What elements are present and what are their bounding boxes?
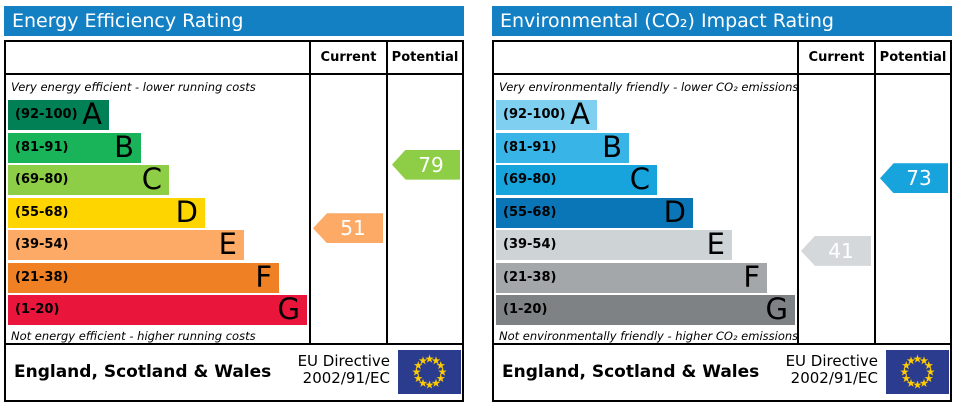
current-rating-arrow: 51 [313,213,383,244]
band-grade: D [175,195,198,229]
band-grade: C [629,162,650,196]
band-row-b: (81-91) B [496,130,629,164]
header-row-border [494,73,950,75]
eu-directive-line2: 2002/91/EC [790,369,878,387]
column-divider [309,42,311,343]
potential-column-header: Potential [391,50,459,65]
band-row-e: (39-54) E [8,227,244,261]
eu-flag-icon [398,350,461,394]
band-grade: A [570,97,590,131]
rating-table: Current Potential Very energy efficient … [4,40,464,402]
band-grade: E [218,227,237,261]
column-divider [386,42,388,343]
potential-rating-arrow: 73 [880,163,948,194]
current-rating-arrow: 41 [801,235,871,266]
band-grade: E [706,227,725,261]
band-row-f: (21-38) F [8,260,279,294]
eu-flag-icon [886,350,949,394]
column-divider [797,42,799,343]
band-range: (1-20) [503,302,548,317]
panel-title: Energy Efficiency Rating [4,6,464,36]
bottom-caption: Not energy efficient - higher running co… [11,329,256,343]
potential-rating-arrow: 79 [392,149,460,180]
band-range: (92-100) [503,107,566,122]
band-grade: F [255,260,272,294]
band-grade: A [82,97,102,131]
band-range: (81-91) [503,140,557,155]
footer-row-border [494,343,950,345]
band-row-f: (21-38) F [496,260,767,294]
panel-title: Environmental (CO₂) Impact Rating [492,6,952,36]
band-range: (21-38) [503,270,557,285]
top-caption: Very energy efficient - lower running co… [11,80,256,94]
band-grade: C [141,162,162,196]
environmental-impact-panel: Environmental (CO₂) Impact Rating Curren… [492,0,952,404]
band-row-g: (1-20) G [496,292,795,326]
rating-table: Current Potential Very environmentally f… [492,40,952,402]
band-row-a: (92-100) A [496,97,597,131]
band-grade: D [663,195,686,229]
band-range: (69-80) [503,172,557,187]
column-divider [874,42,876,343]
bottom-caption: Not environmentally friendly - higher CO… [499,329,799,343]
band-range: (69-80) [15,172,69,187]
current-column-header: Current [320,50,377,65]
current-column-header: Current [808,50,865,65]
band-grade: F [743,260,760,294]
region-label: England, Scotland & Wales [502,362,760,382]
top-caption: Very environmentally friendly - lower CO… [499,80,799,94]
band-grade: G [765,292,788,326]
band-row-b: (81-91) B [8,130,141,164]
band-range: (21-38) [15,270,69,285]
band-range: (55-68) [15,205,69,220]
band-row-d: (55-68) D [496,195,693,229]
band-range: (39-54) [15,237,69,252]
band-range: (92-100) [15,107,78,122]
header-row-border [6,73,462,75]
eu-directive-line1: EU Directive [297,352,390,370]
eu-directive-label: EU Directive 2002/91/EC [786,353,878,387]
footer-row-border [6,343,462,345]
band-row-c: (69-80) C [8,162,169,196]
band-row-d: (55-68) D [8,195,205,229]
band-range: (81-91) [15,140,69,155]
band-row-a: (92-100) A [8,97,109,131]
band-grade: G [277,292,300,326]
eu-directive-line2: 2002/91/EC [302,369,390,387]
band-grade: B [602,130,622,164]
energy-efficiency-panel: Energy Efficiency Rating Current Potenti… [4,0,464,404]
band-row-c: (69-80) C [496,162,657,196]
band-range: (1-20) [15,302,60,317]
band-row-g: (1-20) G [8,292,307,326]
band-range: (55-68) [503,205,557,220]
band-row-e: (39-54) E [496,227,732,261]
eu-directive-label: EU Directive 2002/91/EC [298,353,390,387]
eu-directive-line1: EU Directive [785,352,878,370]
region-label: England, Scotland & Wales [14,362,272,382]
band-grade: B [114,130,134,164]
band-range: (39-54) [503,237,557,252]
potential-column-header: Potential [879,50,947,65]
